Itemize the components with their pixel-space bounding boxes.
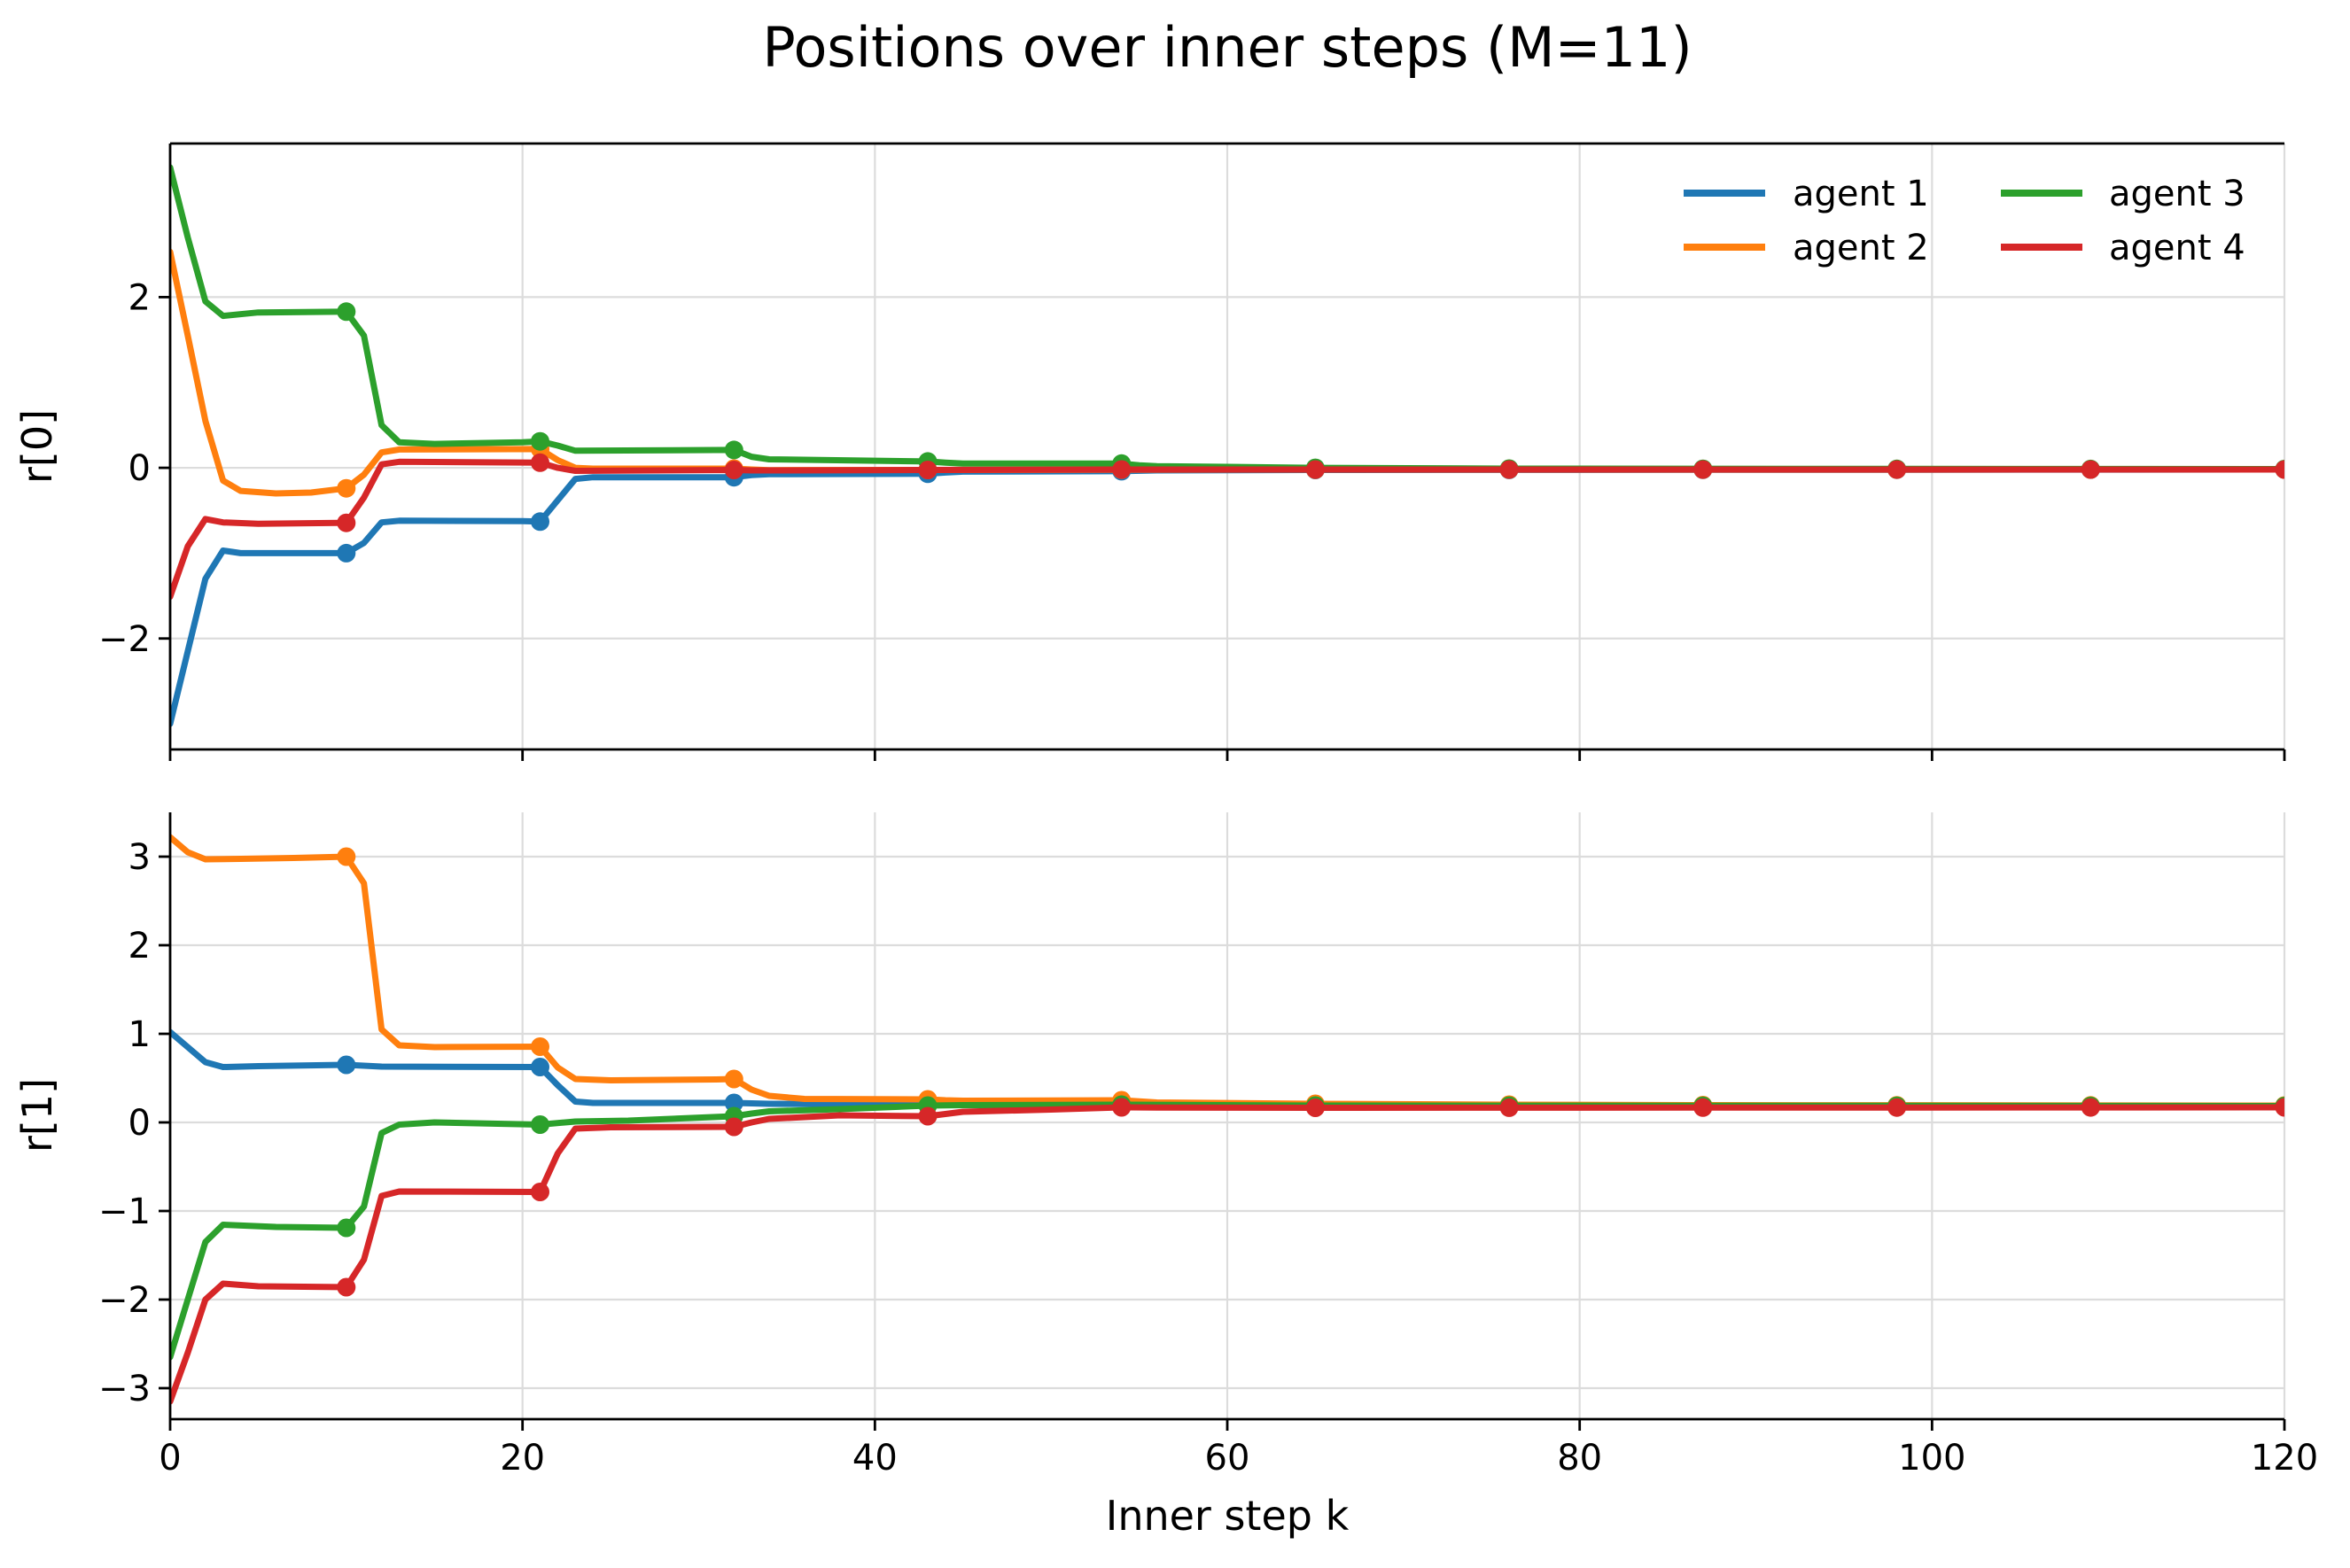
marker-agent-4-k109-top xyxy=(2081,460,2100,479)
legend-label-agent-1: agent 1 xyxy=(1793,174,1929,214)
legend-label-agent-2: agent 2 xyxy=(1793,228,1929,268)
ytick-label-0: 0 xyxy=(128,448,151,489)
ytick-label--3: −3 xyxy=(98,1369,151,1409)
marker-agent-4-k10-top xyxy=(337,513,356,532)
y-axis-label-top: r[0] xyxy=(13,409,61,484)
marker-agent-2-k10-top xyxy=(337,478,356,498)
marker-agent-4-k98-top xyxy=(1887,460,1907,479)
legend-label-agent-4: agent 4 xyxy=(2109,228,2245,268)
xtick-label-40: 40 xyxy=(852,1438,898,1479)
ticks-top: 2 0 −2 xyxy=(98,277,2286,761)
marker-agent-4-k21-bottom xyxy=(531,1183,549,1201)
ytick-label--1: −1 xyxy=(98,1192,151,1232)
subplot-top: 2 0 −2 xyxy=(98,142,2286,761)
ytick-label-2: 2 xyxy=(128,277,151,318)
marker-agent-4-k21-top xyxy=(531,453,549,472)
series-line-agent-4-top xyxy=(170,458,2284,601)
marker-agent-4-k87-bottom xyxy=(1693,1098,1713,1117)
series-group-bottom xyxy=(170,834,2284,1405)
marker-agent-4-k32-top xyxy=(724,461,743,479)
marker-agent-1-k10-top xyxy=(337,543,356,563)
series-line-agent-2-bottom xyxy=(170,834,2284,1109)
series-group-top xyxy=(170,164,2284,727)
marker-agent-4-k43-top xyxy=(918,461,938,479)
marker-agent-3-k21-top xyxy=(531,431,549,451)
marker-agent-2-k32-bottom xyxy=(724,1069,743,1089)
xtick-label-60: 60 xyxy=(1205,1438,1250,1479)
marker-agent-1-k21-top xyxy=(531,512,549,532)
ytick-label-0: 0 xyxy=(128,1103,151,1144)
xtick-label-0: 0 xyxy=(159,1438,181,1479)
xtick-label-120: 120 xyxy=(2251,1438,2318,1479)
grid-bottom xyxy=(168,812,2286,1419)
xtick-label-80: 80 xyxy=(1557,1438,1602,1479)
marker-agent-4-k54-bottom xyxy=(1112,1098,1132,1117)
xtick-label-100: 100 xyxy=(1898,1438,1965,1479)
marker-agent-3-k32-top xyxy=(724,440,743,460)
marker-agent-4-k54-top xyxy=(1112,460,1132,479)
marker-agent-3-k21-bottom xyxy=(531,1115,549,1134)
marker-agent-1-k32-bottom xyxy=(724,1093,743,1113)
legend-label-agent-3: agent 3 xyxy=(2109,174,2245,214)
marker-agent-4-k120-top xyxy=(2275,460,2284,479)
marker-agent-1-k10-bottom xyxy=(337,1055,356,1075)
ytick-label-1: 1 xyxy=(128,1014,151,1055)
series-line-agent-4-bottom xyxy=(170,1104,2284,1405)
y-axis-label-bottom: r[1] xyxy=(13,1078,61,1153)
marker-agent-2-k21-bottom xyxy=(531,1037,549,1056)
x-axis-label: Inner step k xyxy=(1106,1492,1350,1540)
ytick-label-2: 2 xyxy=(128,926,151,966)
marker-agent-4-k10-bottom xyxy=(337,1277,356,1297)
series-line-agent-3-top xyxy=(170,164,2284,472)
ticks-bottom: 0 20 40 60 80 100 120 3 2 1 0 −1 −2 −3 xyxy=(98,837,2318,1479)
ytick-label--2: −2 xyxy=(98,619,151,660)
series-line-agent-3-bottom xyxy=(170,1101,2284,1361)
marker-agent-4-k76-top xyxy=(1499,460,1519,479)
xtick-label-20: 20 xyxy=(500,1438,545,1479)
legend: agent 1 agent 2 agent 3 agent 4 xyxy=(1684,174,2245,268)
marker-agent-3-k10-top xyxy=(337,302,356,322)
subplot-bottom: 0 20 40 60 80 100 120 3 2 1 0 −1 −2 −3 xyxy=(98,812,2318,1479)
marker-agent-3-k10-bottom xyxy=(337,1218,356,1238)
marker-agent-4-k109-bottom xyxy=(2081,1098,2100,1117)
marker-agent-2-k10-bottom xyxy=(337,847,356,866)
marker-agent-4-k65-top xyxy=(1305,460,1325,479)
marker-agent-4-k98-bottom xyxy=(1887,1098,1907,1117)
marker-agent-4-k87-top xyxy=(1693,460,1713,479)
marker-agent-4-k43-bottom xyxy=(918,1106,938,1126)
marker-agent-4-k76-bottom xyxy=(1499,1098,1519,1117)
marker-agent-4-k32-bottom xyxy=(724,1117,743,1137)
marker-agent-1-k21-bottom xyxy=(531,1058,549,1076)
ytick-label--2: −2 xyxy=(98,1280,151,1321)
marker-agent-4-k120-bottom xyxy=(2275,1098,2284,1117)
marker-agent-4-k65-bottom xyxy=(1305,1098,1325,1117)
chart-title: Positions over inner steps (M=11) xyxy=(762,15,1692,80)
ytick-label-3: 3 xyxy=(128,837,151,878)
